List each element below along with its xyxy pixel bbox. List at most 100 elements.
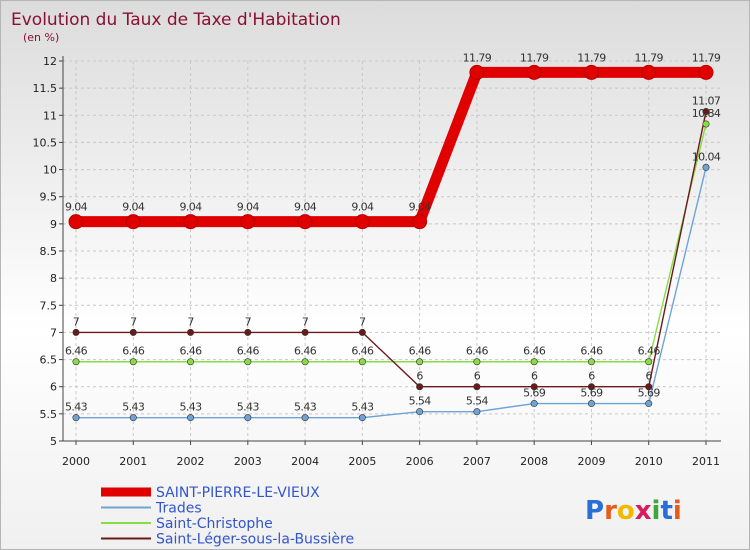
y-tick-label: 10	[43, 164, 57, 177]
data-label: 6.46	[409, 345, 432, 358]
data-point	[301, 358, 309, 366]
series-line-3	[75, 110, 707, 388]
data-point	[358, 328, 366, 336]
data-label: 9.04	[409, 201, 432, 214]
data-point	[72, 414, 80, 422]
data-point	[187, 358, 195, 366]
data-point	[358, 358, 366, 366]
data-label: 6	[474, 370, 481, 383]
logo-letter: t	[660, 496, 672, 526]
data-label: 5.43	[237, 401, 260, 414]
data-point	[240, 214, 256, 230]
logo-letter: i	[673, 496, 682, 526]
data-label: 5.43	[122, 401, 145, 414]
y-tick-label: 9	[50, 218, 57, 231]
data-point	[583, 64, 599, 80]
logo-letter: i	[652, 496, 661, 526]
y-tick-label: 5.5	[40, 408, 58, 421]
data-point	[587, 358, 595, 366]
data-point	[645, 383, 653, 391]
data-label: 6.46	[466, 345, 489, 358]
logo-text: Proxiti	[585, 496, 682, 526]
data-label: 6.46	[638, 345, 661, 358]
data-label: 9.04	[351, 201, 374, 214]
x-tick-label: 2009	[577, 455, 605, 468]
data-label: 5.43	[294, 401, 317, 414]
x-tick-label: 2006	[406, 455, 434, 468]
x-tick-label: 2001	[119, 455, 147, 468]
data-label: 5.43	[179, 401, 202, 414]
y-tick-label: 11.5	[33, 82, 58, 95]
data-point	[358, 414, 366, 422]
data-point	[469, 64, 485, 80]
data-point	[473, 358, 481, 366]
data-point	[702, 120, 710, 128]
data-point	[72, 328, 80, 336]
data-point	[416, 358, 424, 366]
data-point	[416, 408, 424, 416]
data-point	[702, 163, 710, 171]
data-label: 6.46	[179, 345, 202, 358]
data-point	[301, 328, 309, 336]
x-tick-label: 2011	[692, 455, 720, 468]
data-label: 7	[73, 315, 80, 328]
x-tick-label: 2002	[177, 455, 205, 468]
logo-letter: o	[617, 496, 635, 526]
legend: SAINT-PIERRE-LE-VIEUXTradesSaint-Christo…	[101, 485, 354, 548]
data-label: 11.79	[577, 51, 606, 64]
x-tick-label: 2000	[62, 455, 90, 468]
y-tick-label: 7.5	[40, 299, 58, 312]
logo-letter: x	[635, 496, 652, 526]
data-point	[125, 214, 141, 230]
data-point	[187, 328, 195, 336]
data-point	[301, 414, 309, 422]
data-label: 7	[187, 315, 194, 328]
data-label: 5.43	[65, 401, 88, 414]
y-tick-label: 6.5	[40, 354, 58, 367]
y-tick-label: 8	[50, 272, 57, 285]
data-point	[416, 383, 424, 391]
grid-lines	[63, 60, 721, 442]
logo-letter: r	[604, 496, 617, 526]
data-point	[183, 214, 199, 230]
data-label: 6	[531, 370, 538, 383]
axes: 5 5.5 6 6.5 7 7.5 8 8.5 9 9.5 10 10.5 11 11.5 12 2000 20…	[33, 55, 721, 468]
data-point	[530, 400, 538, 408]
data-point	[587, 400, 595, 408]
data-point	[129, 358, 137, 366]
legend-label-2: Saint-Christophe	[156, 516, 273, 532]
proxiti-logo: Proxiti	[585, 496, 682, 526]
data-point	[645, 358, 653, 366]
data-point	[473, 383, 481, 391]
legend-label-3: Saint-Léger-sous-la-Bussière	[156, 532, 354, 548]
data-point	[244, 328, 252, 336]
legend-label-0: SAINT-PIERRE-LE-VIEUX	[156, 485, 320, 501]
series-line-2	[75, 123, 707, 363]
data-point	[702, 107, 710, 115]
data-label: 7	[245, 315, 252, 328]
y-tick-label: 10.5	[33, 136, 58, 149]
series-points	[68, 64, 714, 422]
data-label: 11.79	[692, 51, 721, 64]
data-label: 9.04	[65, 201, 88, 214]
x-tick-label: 2010	[635, 455, 663, 468]
data-point	[473, 408, 481, 416]
data-label: 6.46	[351, 345, 374, 358]
data-point	[72, 358, 80, 366]
data-label: 6	[588, 370, 595, 383]
data-point	[530, 383, 538, 391]
data-label: 7	[359, 315, 366, 328]
data-point	[530, 358, 538, 366]
data-label: 11.07	[692, 94, 721, 107]
data-point	[354, 214, 370, 230]
y-tick-label: 11	[43, 109, 57, 122]
data-label: 6.46	[122, 345, 145, 358]
data-label: 6.46	[580, 345, 603, 358]
data-point	[244, 414, 252, 422]
chart-title: Evolution du Taux de Taxe d'Habitation	[11, 10, 341, 30]
data-point	[641, 64, 657, 80]
y-tick-label: 8.5	[40, 245, 58, 258]
x-tick-label: 2008	[520, 455, 548, 468]
data-label: 10.04	[692, 150, 721, 163]
